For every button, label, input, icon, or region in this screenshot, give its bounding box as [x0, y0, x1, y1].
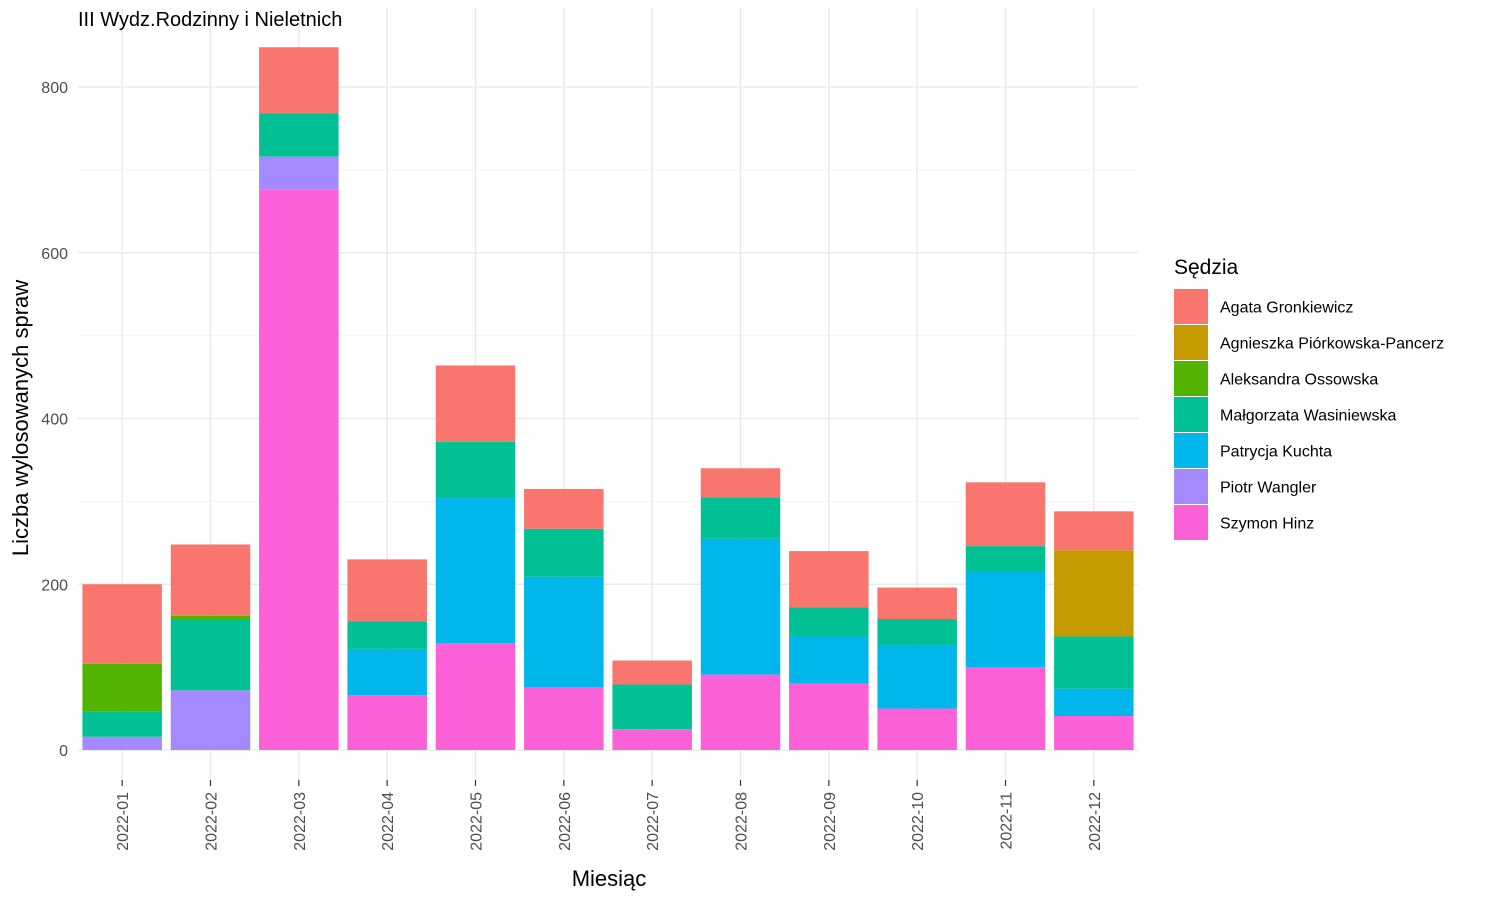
legend-key [1174, 397, 1208, 432]
legend-key [1174, 361, 1208, 396]
y-tick-label: 600 [41, 246, 68, 263]
bar-segment-2022-09-0 [789, 551, 869, 608]
bar-segment-2022-06-4 [524, 576, 604, 688]
bar-segment-2022-09-3 [789, 607, 869, 637]
x-tick-label: 2022-06 [557, 792, 574, 851]
bar-segment-2022-05-4 [435, 498, 516, 644]
legend-label: Agnieszka Piórkowska-Pancerz [1220, 336, 1444, 353]
legend: Sędzia Agata Gronkiewicz Agnieszka Piórko… [1174, 256, 1444, 540]
bar-segment-2022-02-2 [170, 615, 251, 620]
bar-segment-2022-10-6 [877, 708, 957, 750]
bar-segment-2022-07-3 [612, 684, 692, 730]
legend-label: Piotr Wangler [1220, 480, 1317, 497]
legend-label: Aleksandra Ossowska [1220, 372, 1378, 389]
bar-segment-2022-01-5 [82, 736, 162, 750]
bar-segment-2022-12-1 [1054, 550, 1134, 637]
bar-segment-2022-02-3 [170, 619, 251, 691]
x-tick-label: 2022-01 [115, 792, 132, 851]
bar-segment-2022-08-4 [700, 538, 781, 675]
bar-segment-2022-04-3 [347, 621, 427, 649]
x-axis-title: Miesiąc [572, 866, 647, 891]
bar-segment-2022-09-6 [789, 683, 869, 750]
bar-segment-2022-05-6 [435, 643, 516, 750]
bar-segment-2022-08-0 [700, 468, 781, 498]
bar-segment-2022-10-0 [877, 587, 957, 620]
bar-segment-2022-10-3 [877, 619, 957, 646]
x-tick-label: 2022-08 [734, 792, 751, 851]
legend-key [1174, 325, 1208, 360]
bar-segment-2022-06-6 [524, 687, 604, 750]
bar-segment-2022-06-3 [524, 528, 604, 577]
bar-segment-2022-07-6 [612, 729, 692, 750]
bar-segment-2022-04-0 [347, 559, 427, 622]
bar-segment-2022-03-5 [259, 156, 339, 190]
bar-segment-2022-03-6 [259, 189, 339, 750]
y-tick-label: 0 [59, 743, 68, 760]
x-tick-label: 2022-05 [469, 792, 486, 851]
bar-segment-2022-07-0 [612, 660, 692, 685]
bar-segment-2022-12-0 [1054, 511, 1134, 551]
bar-segment-2022-02-0 [170, 544, 251, 616]
legend-label: Agata Gronkiewicz [1220, 300, 1353, 317]
y-tick-label: 200 [41, 577, 68, 594]
bar-segment-2022-12-4 [1054, 688, 1134, 717]
bar-segment-2022-10-4 [877, 645, 957, 709]
bar-segment-2022-12-6 [1054, 716, 1134, 750]
bar-segment-2022-11-4 [965, 570, 1046, 668]
bar-segment-2022-01-0 [82, 584, 162, 664]
bar-segment-2022-08-6 [700, 674, 781, 750]
x-tick-label: 2022-03 [292, 792, 309, 851]
bar-segment-2022-08-3 [700, 497, 781, 539]
x-tick-label: 2022-10 [910, 792, 927, 851]
legend-key [1174, 433, 1208, 468]
x-tick-label: 2022-04 [380, 792, 397, 851]
bar-segment-2022-09-4 [789, 636, 869, 684]
chart-title: III Wydz.Rodzinny i Nieletnich [78, 9, 342, 31]
legend-label: Patrycja Kuchta [1220, 444, 1332, 461]
y-tick-label: 400 [41, 412, 68, 429]
bar-segment-2022-02-5 [170, 690, 251, 750]
bar-segment-2022-05-0 [435, 365, 516, 442]
y-axis-title: Liczba wylosowanych spraw [8, 280, 33, 556]
bar-segment-2022-01-3 [82, 711, 162, 737]
bar-segment-2022-12-3 [1054, 636, 1134, 689]
x-tick-label: 2022-12 [1087, 792, 1104, 851]
x-tick-label: 2022-09 [822, 792, 839, 851]
bar-segment-2022-11-3 [965, 546, 1046, 571]
bar-segment-2022-05-3 [435, 441, 516, 499]
legend-label: Małgorzata Wasiniewska [1220, 408, 1396, 425]
bar-segment-2022-04-4 [347, 648, 427, 696]
bar-segment-2022-03-3 [259, 113, 339, 157]
bars [82, 47, 1134, 750]
x-tick-label: 2022-11 [999, 792, 1016, 850]
legend-key [1174, 469, 1208, 504]
bar-segment-2022-06-0 [524, 488, 604, 529]
bar-segment-2022-11-6 [965, 667, 1046, 750]
x-tick-label: 2022-02 [204, 792, 221, 851]
legend-label: Szymon Hinz [1220, 516, 1314, 533]
bar-segment-2022-03-0 [259, 47, 339, 114]
axis-ticks: 0 200 400 600 800 2022-01 2022-02 2022-03 2022-0… [41, 80, 1104, 851]
legend-title: Sędzia [1174, 256, 1239, 279]
bar-segment-2022-04-6 [347, 695, 427, 750]
bar-segment-2022-01-2 [82, 663, 162, 712]
legend-key [1174, 505, 1208, 540]
x-tick-label: 2022-07 [645, 792, 662, 851]
bar-segment-2022-11-0 [965, 482, 1046, 547]
legend-key [1174, 289, 1208, 324]
y-tick-label: 800 [41, 80, 68, 97]
